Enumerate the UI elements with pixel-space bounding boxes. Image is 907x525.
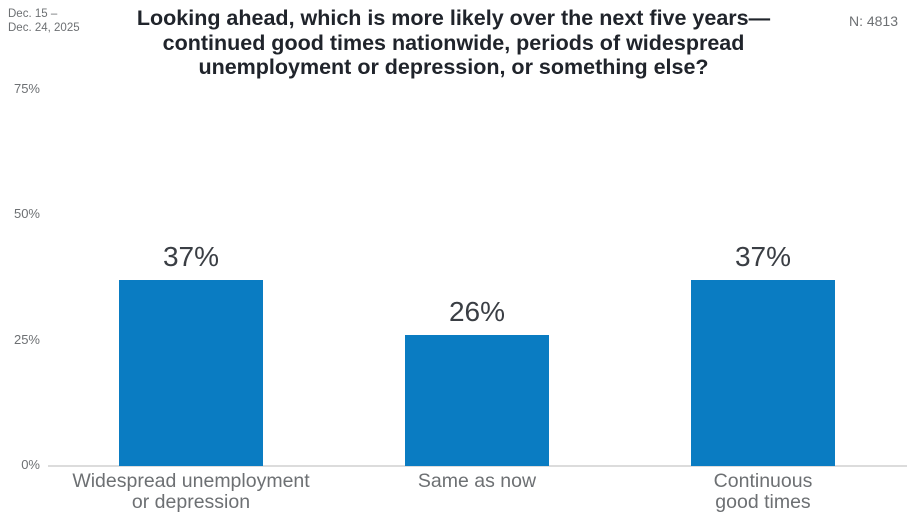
bar xyxy=(691,280,835,466)
bar-value-label: 26% xyxy=(448,296,506,327)
bar-value-label: 37% xyxy=(162,241,220,272)
date-range-line2: Dec. 24, 2025 xyxy=(8,21,80,34)
bar xyxy=(119,280,263,466)
bar-category-label: Same as now xyxy=(417,470,537,492)
x-axis-line xyxy=(48,465,907,467)
y-axis-tick-label: 25% xyxy=(13,331,40,347)
y-axis-tick-label: 50% xyxy=(13,206,40,221)
y-axis-tick-label: 0% xyxy=(21,457,40,472)
date-range-line1: Dec. 15 – xyxy=(8,8,58,20)
bar-category-label: Widespread unemployment or depression xyxy=(72,470,310,513)
bar-category-label: Continuous good times xyxy=(713,470,813,513)
sample-size-label: N: 4813 xyxy=(848,13,898,29)
chart-title: Looking ahead, which is more likely over… xyxy=(136,6,771,79)
date-range-label: Dec. 15 – Dec. 24, 2025 xyxy=(8,8,80,35)
y-axis-tick-label: 75% xyxy=(13,80,40,96)
bar xyxy=(405,335,549,466)
bar-value-label: 37% xyxy=(734,241,792,272)
